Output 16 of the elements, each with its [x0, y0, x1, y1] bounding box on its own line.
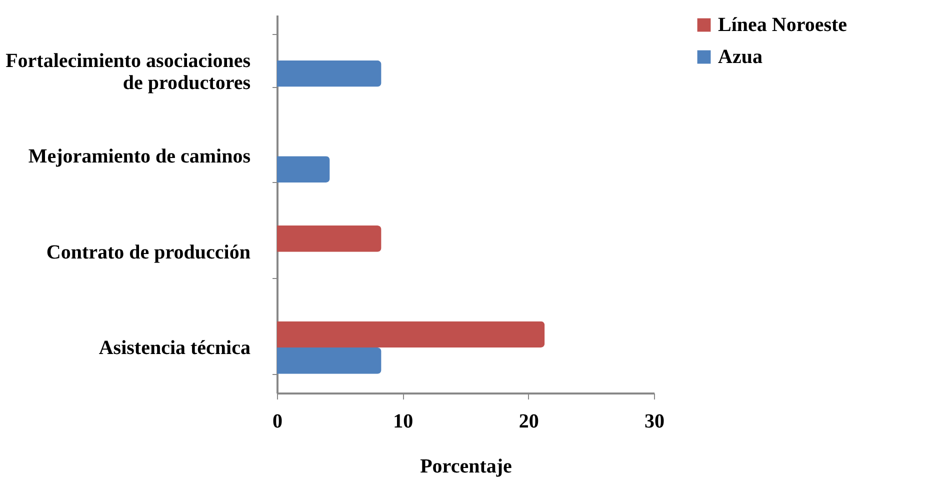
x-tick-label: 30	[644, 410, 664, 432]
legend-label: Línea Noroeste	[718, 14, 848, 36]
x-tick-label: 10	[393, 410, 414, 432]
bar	[277, 321, 545, 348]
bar	[277, 156, 330, 182]
bar	[277, 60, 382, 87]
x-tick-label: 0	[272, 410, 282, 432]
y-tick-label: Mejoramiento de caminos	[28, 146, 251, 168]
x-tick-label: 20	[518, 410, 539, 432]
legend-label: Azua	[718, 46, 762, 68]
y-tick-label: Fortalecimiento asociaciones de productores	[6, 50, 251, 94]
y-tick-label: Contrato de producción	[46, 241, 250, 264]
x-axis-title: Porcentaje	[420, 456, 512, 478]
bar	[277, 348, 382, 374]
bar	[277, 226, 382, 252]
y-tick-label: Asistencia técnica	[98, 337, 250, 360]
